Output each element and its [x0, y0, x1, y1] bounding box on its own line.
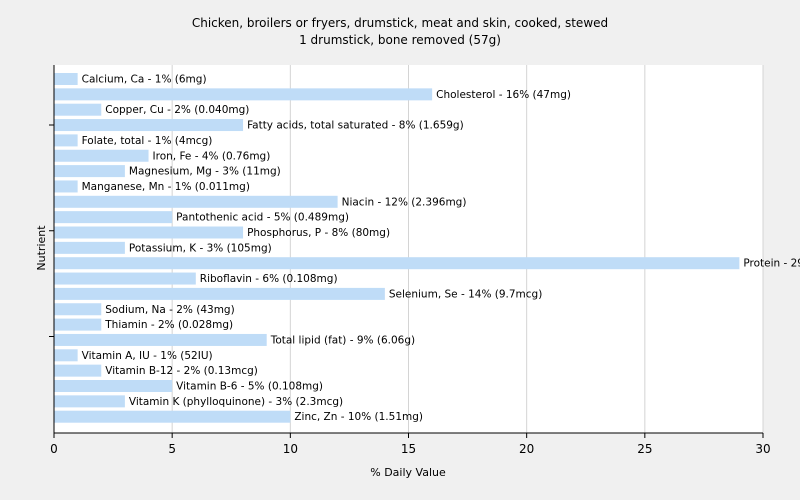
bar — [54, 149, 149, 162]
bar — [54, 180, 78, 193]
bar — [54, 257, 740, 270]
bar-label: Potassium, K - 3% (105mg) — [129, 242, 272, 254]
bar — [54, 134, 78, 147]
x-tick-label: 0 — [50, 442, 58, 456]
bar — [54, 410, 291, 423]
bar — [54, 318, 102, 331]
bar-label: Thiamin - 2% (0.028mg) — [104, 319, 233, 331]
bar-label: Copper, Cu - 2% (0.040mg) — [105, 104, 249, 116]
x-tick-label: 15 — [401, 442, 416, 456]
bar — [54, 73, 78, 85]
bar-label: Folate, total - 1% (4mcg) — [82, 135, 213, 147]
bar-label: Total lipid (fat) - 9% (6.06g) — [270, 334, 415, 346]
bar-label: Riboflavin - 6% (0.108mg) — [200, 273, 338, 285]
y-axis-title: Nutrient — [35, 225, 48, 271]
bar — [54, 88, 433, 101]
bar-label: Calcium, Ca - 1% (6mg) — [82, 74, 207, 86]
x-tick-label: 25 — [637, 442, 652, 456]
bar-label: Selenium, Se - 14% (9.7mcg) — [389, 288, 542, 300]
bar — [54, 195, 338, 208]
bar — [54, 380, 173, 392]
bar-layer: Calcium, Ca - 1% (6mg) Cholesterol - 16% … — [54, 73, 800, 423]
bar — [54, 272, 196, 285]
bar — [54, 395, 125, 408]
bar — [54, 119, 244, 132]
bar-label: Vitamin B-6 - 5% (0.108mg) — [176, 381, 323, 393]
bar-label: Iron, Fe - 4% (0.76mg) — [153, 150, 271, 162]
bar-label: Manganese, Mn - 1% (0.011mg) — [82, 181, 250, 193]
x-tick-label: 30 — [755, 442, 770, 456]
bar-label: Zinc, Zn - 10% (1.51mg) — [294, 411, 423, 423]
bar — [54, 303, 102, 316]
axis-layer: 0 5 10 15 20 25 30 — [49, 65, 771, 456]
bar-label: Vitamin A, IU - 1% (52IU) — [82, 350, 213, 362]
bar-label: Niacin - 12% (2.396mg) — [342, 196, 467, 208]
bar-label: Magnesium, Mg - 3% (11mg) — [129, 166, 281, 178]
bar-label: Sodium, Na - 2% (43mg) — [105, 304, 234, 316]
bar — [54, 364, 102, 377]
bar — [54, 211, 173, 224]
bar-label: Pantothenic acid - 5% (0.489mg) — [176, 212, 349, 224]
bar — [54, 103, 102, 116]
x-tick-label: 5 — [168, 442, 176, 456]
bar-label: Phosphorus, P - 8% (80mg) — [247, 227, 390, 239]
bar — [54, 349, 78, 362]
chart-subtitle: 1 drumstick, bone removed (57g) — [299, 33, 501, 47]
bar-label: Protein - 29% (14.43g) — [743, 258, 800, 270]
bar — [54, 287, 385, 300]
bar-label: Vitamin K (phylloquinone) - 3% (2.3mcg) — [129, 396, 343, 408]
x-tick-label: 10 — [283, 442, 298, 456]
bar-label: Fatty acids, total saturated - 8% (1.659… — [247, 120, 464, 132]
bar — [54, 333, 267, 346]
chart-title: Chicken, broilers or fryers, drumstick, … — [192, 16, 608, 30]
bar — [54, 165, 125, 178]
bar — [54, 226, 244, 239]
x-axis-title: % Daily Value — [370, 466, 446, 479]
x-tick-label: 20 — [519, 442, 534, 456]
bar-label: Cholesterol - 16% (47mg) — [436, 89, 571, 101]
bar-label: Vitamin B-12 - 2% (0.13mcg) — [105, 365, 258, 377]
bar — [54, 241, 125, 254]
